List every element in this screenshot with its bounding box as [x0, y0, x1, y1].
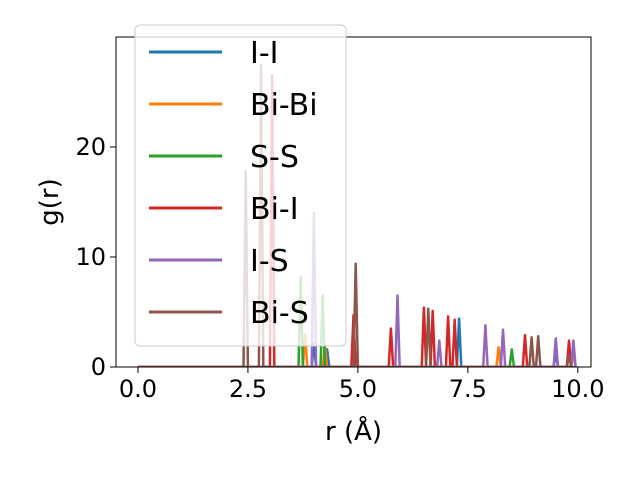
x-tick-label: 2.5 [229, 375, 267, 403]
x-tick-label: 7.5 [449, 375, 487, 403]
legend-label-bi-i: Bi-I [250, 192, 299, 227]
series-line-bi-i [138, 74, 573, 367]
x-tick-label: 0.0 [119, 375, 157, 403]
legend: I-I Bi-Bi S-S Bi-I I-S Bi-S [134, 24, 347, 347]
legend-label-s-s: S-S [250, 140, 299, 175]
legend-label-bi-bi: Bi-Bi [250, 88, 318, 123]
plot-frame [115, 36, 592, 368]
x-axis-label: r (Å) [325, 415, 382, 447]
legend-label-bi-s: Bi-S [250, 296, 309, 331]
y-axis: 0 10 20 [75, 133, 116, 381]
y-tick-label: 0 [91, 353, 106, 381]
x-tick-label: 10.0 [551, 375, 604, 403]
legend-label-i-s: I-S [250, 244, 289, 279]
legend-label-i-i: I-I [250, 36, 279, 71]
y-tick-label: 10 [75, 243, 106, 271]
series-line-i-s [138, 211, 577, 367]
y-tick-label: 20 [75, 133, 106, 161]
y-axis-label: g(r) [35, 178, 65, 225]
x-axis: 0.0 2.5 5.0 7.5 10.0 [119, 367, 605, 403]
series-line-bi-s [138, 63, 573, 367]
x-tick-label: 5.0 [339, 375, 377, 403]
legend-box [134, 24, 347, 347]
